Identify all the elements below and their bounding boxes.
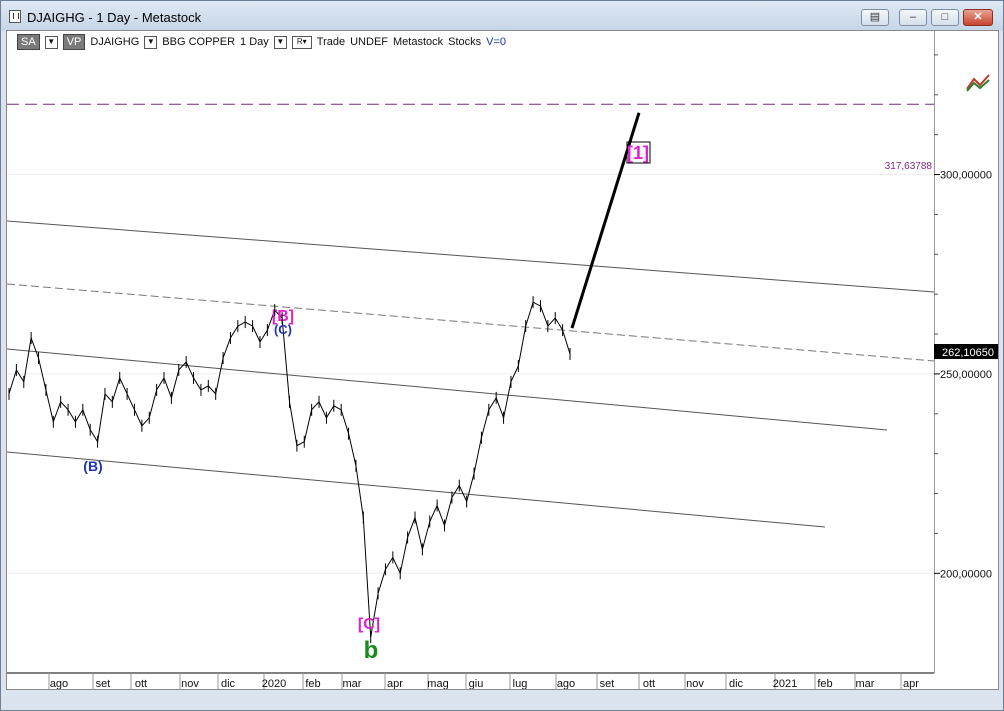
channel-mid — [7, 283, 935, 362]
price-tick-label: 250,00000 — [940, 369, 992, 381]
last-price-box — [934, 344, 998, 359]
x-tick-label: ago — [50, 678, 68, 690]
x-tick-label: mar — [343, 678, 362, 690]
symbol-dropdown-icon[interactable]: ▼ — [144, 35, 158, 49]
wave-label: (C) — [274, 322, 292, 337]
x-tick-label: apr — [903, 678, 919, 690]
asset-label: Stocks — [448, 36, 482, 48]
x-tick-label: nov — [686, 678, 704, 690]
period-dropdown-icon[interactable]: ▼ — [273, 35, 287, 49]
sa-dropdown-icon[interactable]: ▼ — [44, 35, 58, 49]
wave-label-box — [626, 141, 651, 164]
x-tick-label: ott — [135, 678, 147, 690]
channel-lower-2 — [7, 451, 826, 528]
projection-line — [570, 112, 641, 329]
wave-label: [B] — [272, 308, 294, 325]
channel-lower-1 — [7, 348, 888, 431]
close-button[interactable]: ✕ — [963, 9, 993, 26]
x-tick-label: ago — [557, 678, 575, 690]
v-label: V=0 — [486, 36, 507, 48]
undef-label: UNDEF — [350, 36, 388, 48]
maximize-button[interactable]: □ — [931, 9, 959, 26]
x-tick-label: 2020 — [262, 678, 286, 690]
x-tick-label: mar — [856, 678, 875, 690]
axis-labels: ago set ott nov dic 2020 feb mar apr mag giu lug ago… — [7, 672, 934, 690]
minimize-button[interactable]: – — [899, 9, 927, 26]
price-tick-label: 300,00000 — [940, 170, 992, 182]
window-title: DJAIGHG - 1 Day - Metastock — [27, 10, 202, 25]
chart-grid: 300,00000 250,00000 200,00000 — [7, 54, 992, 580]
sa-button[interactable]: SA — [17, 34, 40, 50]
symbol-label: DJAIGHG — [90, 36, 140, 48]
wave-labels: (B) [B](C) [C] b [1] — [83, 141, 651, 664]
x-tick-label: apr — [387, 678, 403, 690]
period-label: 1 Day — [240, 36, 269, 48]
x-tick-label: mag — [427, 678, 448, 690]
x-tick-label: nov — [181, 678, 199, 690]
vp-button[interactable]: VP — [62, 34, 86, 50]
price-tick-label: 200,00000 — [940, 568, 992, 580]
title-bar[interactable]: DJAIGHG - 1 Day - Metastock ▤ – □ ✕ — [1, 1, 1003, 31]
x-tick-label: feb — [817, 678, 832, 690]
restore-layout-button[interactable]: ▤ — [861, 9, 889, 26]
x-tick-label: 2021 — [773, 678, 797, 690]
last-price-label: 262,10650 — [942, 347, 994, 359]
security-name: BBG COPPER — [162, 36, 236, 48]
wave-label: [C] — [358, 616, 380, 633]
x-tick-label: dic — [729, 678, 744, 690]
chart-area[interactable]: SA ▼ VP DJAIGHG ▼ BBG COPPER 1 Day ▼ R▾ … — [6, 30, 999, 690]
channel-upper — [7, 220, 935, 293]
x-tick-label: ott — [643, 678, 655, 690]
wave-label: b — [364, 637, 379, 664]
x-tick-label: feb — [305, 678, 320, 690]
trade-label: Trade — [316, 36, 346, 48]
r-dropdown[interactable]: R▾ — [291, 35, 312, 49]
x-tick-label: lug — [513, 678, 528, 690]
x-tick-label: giu — [469, 678, 484, 690]
app-icon — [9, 10, 21, 23]
wave-label: [1] — [627, 143, 649, 163]
drawing-tool-icon[interactable] — [965, 71, 991, 98]
source-label: Metastock — [393, 36, 444, 48]
r-label: R — [296, 36, 303, 46]
target-level-label: 317,63788 — [885, 161, 933, 172]
x-tick-label: set — [96, 678, 111, 690]
chart-toolbar: SA ▼ VP DJAIGHG ▼ BBG COPPER 1 Day ▼ R▾ … — [17, 34, 506, 50]
channel-lines — [7, 220, 935, 528]
x-tick-label: dic — [221, 678, 236, 690]
wave-label: (B) — [83, 458, 102, 474]
price-chart[interactable]: 300,00000 250,00000 200,00000 (B) [B](C) [C]… — [7, 31, 999, 690]
x-tick-label: set — [600, 678, 615, 690]
